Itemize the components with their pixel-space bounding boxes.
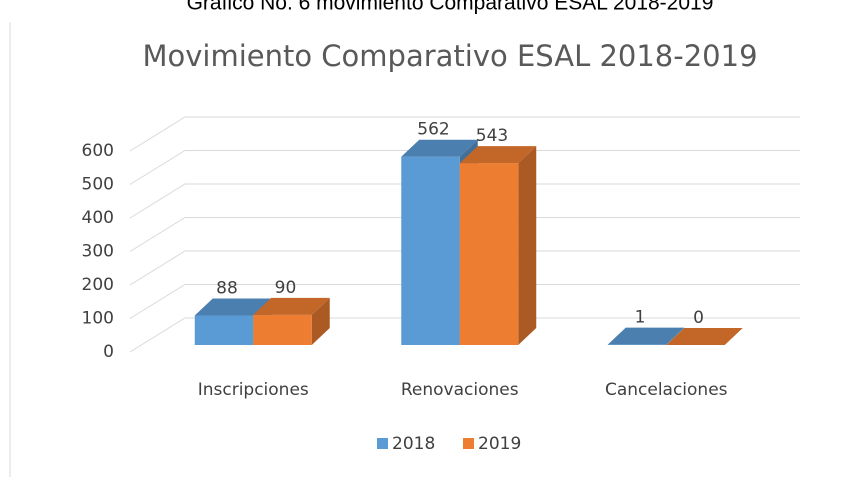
- value-label: 88: [216, 279, 238, 299]
- bar-top: [607, 327, 685, 345]
- bar-side: [666, 327, 685, 345]
- bar-top: [401, 139, 478, 157]
- bar-front: [459, 163, 519, 345]
- y-tick-label: 0: [103, 342, 114, 362]
- caption: Grafico No. 6 movimiento Comparativo ESA…: [187, 0, 714, 15]
- x-tick-label: Inscripciones: [198, 380, 309, 400]
- bar: [666, 328, 743, 345]
- value-label: 0: [693, 308, 704, 328]
- y-tick-label: 400: [82, 208, 114, 228]
- x-tick-label: Cancelaciones: [605, 380, 728, 400]
- bar-front: [401, 156, 460, 345]
- y-tick-label: 200: [82, 275, 114, 295]
- bar-side: [518, 146, 537, 345]
- bar-top: [194, 298, 272, 316]
- bar-side: [311, 297, 330, 345]
- legend-swatch: [377, 438, 388, 449]
- value-label: 90: [275, 278, 297, 298]
- grid-line: [129, 116, 800, 152]
- legend-swatch: [463, 438, 474, 449]
- grid-line: [129, 217, 800, 252]
- grid-line: [129, 250, 800, 286]
- grid-line: [129, 317, 800, 353]
- bar: [607, 327, 685, 345]
- bar-front: [253, 314, 312, 345]
- y-tick-label: 100: [82, 309, 114, 329]
- bar: [459, 146, 537, 345]
- chart-title: Movimiento Comparativo ESAL 2018-2019: [142, 39, 757, 73]
- y-tick-label: 300: [82, 242, 114, 262]
- y-tick-label: 600: [82, 141, 114, 161]
- value-label: 562: [417, 120, 449, 140]
- bar-front: [194, 315, 254, 345]
- bar-top: [253, 297, 330, 315]
- y-tick-label: 500: [82, 175, 114, 195]
- value-label: 1: [635, 308, 646, 328]
- grid-line: [129, 150, 800, 185]
- bar: [253, 297, 330, 345]
- value-label: 543: [476, 126, 508, 146]
- x-tick-label: Renovaciones: [401, 380, 519, 400]
- legend-label: 2019: [478, 434, 521, 454]
- grid-line: [129, 284, 800, 319]
- bar-top: [666, 328, 743, 345]
- bar-top: [459, 146, 537, 164]
- grid-line: [129, 183, 800, 219]
- legend-label: 2018: [392, 434, 435, 454]
